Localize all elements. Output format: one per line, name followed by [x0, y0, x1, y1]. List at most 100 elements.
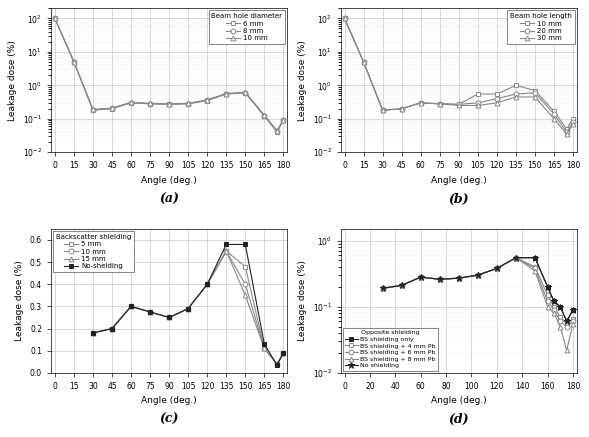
Line: 8 mm: 8 mm [52, 16, 286, 134]
6 mm [184, 101, 191, 107]
10 mm [417, 100, 424, 105]
30 mm [360, 59, 367, 65]
20 mm [563, 129, 570, 135]
15 mm [147, 309, 154, 315]
10 mm [398, 106, 405, 111]
30 mm [531, 94, 538, 100]
BS shielding + 6 mm Pb [512, 255, 519, 260]
8 mm [184, 101, 191, 106]
30 mm [570, 121, 577, 127]
BS shielding + 4 mm Pb [494, 266, 501, 271]
BS shielding only [474, 273, 481, 278]
No-shelding [204, 282, 211, 287]
5 mm [127, 304, 134, 309]
Legend: 6 mm, 8 mm, 10 mm: 6 mm, 8 mm, 10 mm [209, 10, 285, 44]
10 mm [512, 83, 519, 88]
BS shielding + 8 mm Pb [455, 276, 462, 281]
5 mm [166, 315, 173, 320]
20 mm [341, 16, 348, 21]
BS shielding only [563, 319, 570, 324]
X-axis label: Angle (deg.): Angle (deg.) [141, 396, 197, 406]
BS shielding + 6 mm Pb [417, 274, 424, 280]
8 mm [147, 101, 154, 106]
BS shielding only [417, 274, 424, 280]
15 mm [90, 330, 97, 336]
BS shielding only [455, 276, 462, 281]
6 mm [147, 101, 154, 107]
No shielding [417, 274, 424, 280]
8 mm [127, 100, 134, 105]
6 mm [261, 114, 268, 119]
BS shielding + 8 mm Pb [544, 304, 551, 309]
10 mm [166, 101, 173, 107]
10 mm [241, 90, 249, 95]
5 mm [280, 350, 287, 356]
30 mm [398, 106, 405, 111]
No-shelding [147, 309, 154, 315]
10 mm [147, 309, 154, 315]
20 mm [360, 59, 367, 65]
10 mm [280, 350, 287, 356]
Line: BS shielding only: BS shielding only [380, 255, 575, 324]
10 mm [455, 102, 462, 107]
BS shielding + 8 mm Pb [557, 324, 564, 329]
20 mm [570, 119, 577, 125]
30 mm [341, 16, 348, 21]
BS shielding + 6 mm Pb [494, 266, 501, 271]
15 mm [273, 361, 280, 367]
8 mm [261, 113, 268, 118]
10 mm [436, 101, 444, 107]
6 mm [280, 118, 287, 123]
10 mm [531, 88, 538, 93]
BS shielding only [494, 266, 501, 271]
6 mm [51, 16, 58, 21]
Line: 10 mm: 10 mm [342, 16, 575, 131]
Line: 15 mm: 15 mm [91, 249, 286, 366]
30 mm [379, 108, 386, 113]
10 mm [273, 128, 280, 133]
5 mm [223, 249, 230, 254]
15 mm [108, 326, 115, 331]
BS shielding + 8 mm Pb [436, 277, 444, 282]
Y-axis label: Leakage dose (%): Leakage dose (%) [298, 40, 307, 121]
6 mm [108, 106, 115, 111]
15 mm [223, 249, 230, 254]
BS shielding + 6 mm Pb [379, 286, 386, 291]
BS shielding only [512, 255, 519, 260]
BS shielding + 4 mm Pb [512, 255, 519, 260]
No-shelding [280, 350, 287, 356]
BS shielding only [551, 299, 558, 304]
10 mm [127, 100, 134, 105]
10 mm [127, 304, 134, 309]
10 mm [204, 97, 211, 102]
Line: BS shielding + 6 mm Pb: BS shielding + 6 mm Pb [380, 255, 575, 329]
5 mm [184, 306, 191, 311]
BS shielding + 8 mm Pb [417, 274, 424, 280]
No-shelding [166, 315, 173, 320]
10 mm [71, 59, 78, 65]
8 mm [90, 107, 97, 112]
Legend: 5 mm, 10 mm, 15 mm, No-shelding: 5 mm, 10 mm, 15 mm, No-shelding [53, 231, 134, 272]
6 mm [273, 129, 280, 135]
No-shelding [261, 341, 268, 347]
BS shielding + 6 mm Pb [570, 319, 577, 324]
6 mm [127, 100, 134, 105]
10 mm [241, 282, 249, 287]
15 mm [184, 306, 191, 311]
10 mm [166, 315, 173, 320]
BS shielding + 8 mm Pb [398, 283, 405, 288]
No-shelding [127, 304, 134, 309]
No shielding [494, 266, 501, 271]
10 mm [551, 108, 558, 114]
No shielding [544, 284, 551, 289]
6 mm [204, 98, 211, 103]
Line: No shielding: No shielding [379, 254, 577, 325]
No-shelding [184, 306, 191, 311]
10 mm [108, 105, 115, 111]
10 mm [184, 306, 191, 311]
No-shelding [108, 326, 115, 331]
No shielding [557, 304, 564, 309]
6 mm [166, 102, 173, 107]
Text: (d): (d) [448, 413, 469, 426]
BS shielding + 8 mm Pb [551, 311, 558, 316]
